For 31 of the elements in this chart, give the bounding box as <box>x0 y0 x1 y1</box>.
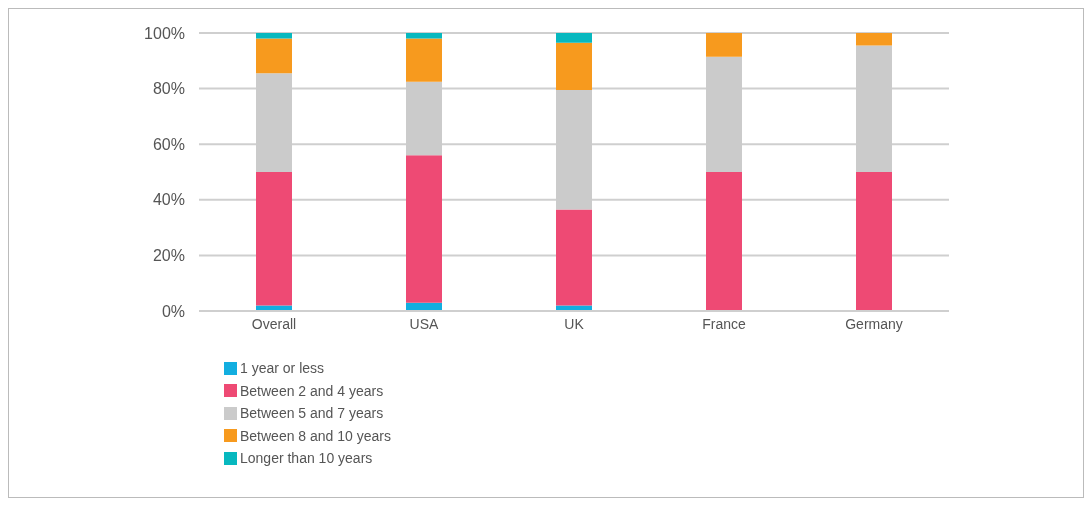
bar <box>556 209 592 306</box>
legend-label: Between 5 and 7 years <box>240 405 384 422</box>
y-tick-label: 0% <box>161 302 185 320</box>
bar <box>406 33 442 39</box>
x-tick-label: UK <box>564 315 585 332</box>
bar <box>406 38 442 82</box>
x-tick-label: Germany <box>845 315 903 332</box>
bar <box>256 38 292 74</box>
legend-label: Between 2 and 4 years <box>240 382 384 399</box>
bar <box>706 33 742 57</box>
bar <box>856 33 892 46</box>
bar <box>256 305 292 311</box>
x-tick-label: Overall <box>251 315 297 332</box>
legend-label: 1 year or less <box>240 360 325 377</box>
y-tick-label: 80% <box>152 80 185 98</box>
bar <box>256 172 292 306</box>
x-tick-label: USA <box>409 315 440 332</box>
y-tick-label: 40% <box>152 191 185 209</box>
bar <box>556 305 592 311</box>
bar <box>406 155 442 303</box>
bar <box>256 33 292 39</box>
legend-label: Longer than 10 years <box>240 450 373 467</box>
x-tick-label: France <box>702 315 746 332</box>
y-tick-label: 20% <box>152 247 185 265</box>
legend-label: Between 8 and 10 years <box>240 427 391 444</box>
y-tick-label: 100% <box>144 24 185 42</box>
bar <box>556 42 592 90</box>
bar <box>556 33 592 43</box>
y-tick-label: 60% <box>152 135 185 153</box>
bar <box>706 172 742 311</box>
bar <box>856 172 892 311</box>
